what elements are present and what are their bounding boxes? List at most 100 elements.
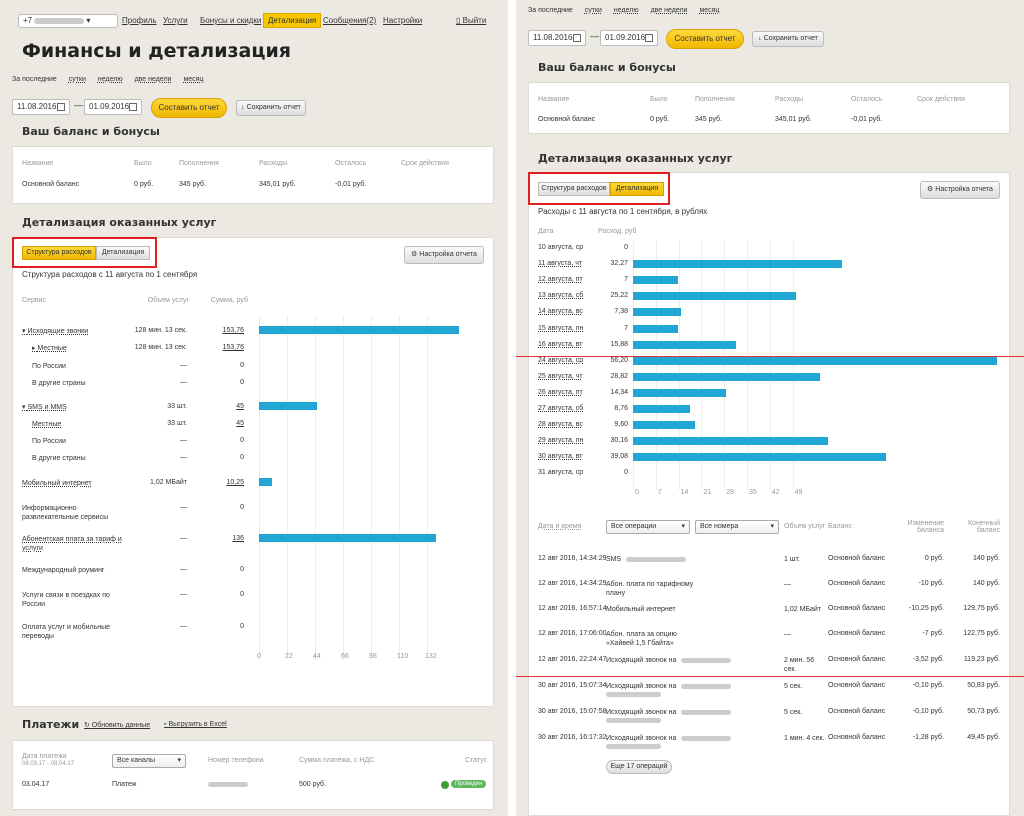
save-report-button[interactable]: ↓ Сохранить отчет: [752, 31, 824, 47]
op-final: 122,75 руб.: [963, 630, 1000, 637]
service-sum[interactable]: 136: [232, 535, 244, 542]
day-label[interactable]: 29 августа, пн: [538, 437, 584, 445]
nav-profile[interactable]: Профиль: [122, 16, 157, 25]
phone-blur: [606, 744, 661, 749]
day-bar: [633, 453, 887, 462]
period-day[interactable]: сутки: [68, 76, 86, 83]
page-title: Финансы и детализация: [22, 40, 291, 62]
tab-details[interactable]: Детализация: [610, 182, 664, 196]
day-label[interactable]: 14 августа, вс: [538, 308, 583, 316]
service-name[interactable]: Мобильный интернет: [22, 479, 132, 488]
expand-icon[interactable]: ▾: [22, 328, 28, 335]
day-label[interactable]: 16 августа, вт: [538, 340, 583, 348]
day-label[interactable]: 13 августа, сб: [538, 292, 584, 300]
more-ops-button[interactable]: Еще 17 операций: [606, 760, 672, 774]
pay-type: Платеж: [112, 781, 137, 788]
channel-select[interactable]: Все каналы: [112, 754, 186, 768]
service-label: Исходящие звонки: [27, 328, 89, 335]
period-week[interactable]: неделю: [97, 76, 123, 83]
period-week[interactable]: неделю: [613, 7, 639, 14]
service-name[interactable]: Местные: [32, 420, 142, 429]
report-settings-button[interactable]: ⚙ Настройка отчета: [920, 181, 1000, 199]
phone-blur: [681, 658, 731, 663]
nav-bonuses[interactable]: Бонусы и скидки: [200, 16, 262, 25]
col-ops-change: Изменение баланса: [907, 520, 944, 534]
op-datetime: 12 авг 2016, 17:06:00: [538, 630, 607, 637]
col-name: Название: [22, 160, 54, 167]
nav-messages[interactable]: Сообщения(2): [323, 16, 377, 25]
period-month[interactable]: месяц: [183, 76, 204, 83]
tab-details[interactable]: Детализация: [96, 246, 150, 260]
col-ops-final: Конечный баланс: [968, 520, 1000, 534]
make-report-button[interactable]: Составить отчет: [666, 29, 744, 49]
day-label[interactable]: 28 августа, вс: [538, 421, 583, 429]
day-value: 8,76: [614, 405, 628, 412]
op-description: Исходящий звонок на: [606, 735, 677, 742]
day-label[interactable]: 26 августа, пт: [538, 388, 583, 396]
export-excel-link[interactable]: ▪ Выгрузить в Excel: [164, 721, 227, 728]
service-name[interactable]: Абонентская плата за тариф и услуги: [22, 535, 132, 553]
expand-icon[interactable]: ▾: [22, 404, 28, 411]
service-sum: 0: [240, 504, 244, 511]
balance-title: Ваш баланс и бонусы: [22, 125, 160, 138]
service-name[interactable]: ▸ Местные: [32, 344, 142, 353]
service-sum[interactable]: 153,76: [222, 344, 244, 351]
axis-tick: 28: [726, 489, 734, 496]
ops-number-select[interactable]: Все номера: [695, 520, 779, 534]
col-topup: Пополнения: [695, 96, 735, 103]
phone-select[interactable]: +7 ▾: [18, 14, 118, 28]
update-data-link[interactable]: ↻ Обновить данные: [84, 722, 151, 729]
nav-details[interactable]: Детализация: [263, 13, 322, 28]
axis-tick: 35: [749, 489, 757, 496]
tab-structure[interactable]: Структура расходов: [538, 182, 610, 196]
payments-card: [12, 740, 494, 810]
gear-icon: ⚙: [411, 251, 420, 258]
day-label[interactable]: 12 августа, пт: [538, 276, 583, 284]
date-from-input[interactable]: 11.08.2016: [12, 99, 70, 115]
op-volume: 1 шт.: [784, 556, 800, 563]
day-label[interactable]: 25 августа, чт: [538, 372, 583, 380]
details-card: [528, 172, 1010, 816]
col-datetime[interactable]: Дата и время: [538, 523, 582, 530]
service-name[interactable]: ▾ SMS и MMS: [22, 403, 132, 412]
service-volume: —: [180, 437, 187, 444]
period-2weeks[interactable]: две недели: [650, 7, 688, 14]
ops-type-select[interactable]: Все операции: [606, 520, 690, 534]
tab-structure[interactable]: Структура расходов: [22, 246, 96, 260]
day-label[interactable]: 24 августа, ср: [538, 356, 584, 364]
structure-title: Структура расходов с 11 августа по 1 сен…: [22, 270, 198, 279]
service-volume: —: [180, 566, 187, 573]
service-sum: 0: [240, 591, 244, 598]
save-report-button[interactable]: ↓ Сохранить отчет: [236, 100, 306, 116]
download-icon: ↓: [758, 35, 764, 42]
make-report-button[interactable]: Составить отчет: [151, 98, 227, 118]
service-sum[interactable]: 45: [236, 420, 244, 427]
day-label[interactable]: 27 августа, сб: [538, 405, 584, 412]
day-label[interactable]: 30 августа, вт: [538, 453, 583, 461]
service-sum[interactable]: 153,76: [222, 327, 244, 334]
expand-icon[interactable]: ▸: [32, 345, 38, 352]
period-2weeks[interactable]: две недели: [134, 76, 172, 83]
grid-line: [769, 240, 771, 490]
date-to-input[interactable]: 01.09.2016: [600, 30, 658, 46]
period-month[interactable]: месяц: [699, 7, 720, 14]
op-volume: 1,02 МБайт: [784, 606, 822, 613]
service-sum[interactable]: 45: [236, 403, 244, 410]
service-name[interactable]: ▾ Исходящие звонки: [22, 327, 132, 336]
divider: [508, 0, 516, 816]
nav-settings[interactable]: Настройки: [383, 16, 423, 25]
report-settings-button[interactable]: ⚙ Настройка отчета: [404, 246, 484, 264]
period-day[interactable]: сутки: [584, 7, 602, 14]
nav-logout[interactable]: ▯ Выйти: [456, 16, 487, 25]
col-name: Название: [538, 96, 570, 103]
day-bar: [633, 260, 842, 269]
service-sum[interactable]: 10,25: [226, 479, 244, 486]
nav-services[interactable]: Услуги: [163, 16, 188, 25]
date-to-input[interactable]: 01.09.2016: [84, 99, 142, 115]
date-from-input[interactable]: 11.08.2016: [528, 30, 586, 46]
grid-line: [701, 240, 703, 490]
day-bar: [633, 276, 679, 285]
day-label[interactable]: 15 августа, пн: [538, 324, 584, 332]
day-label[interactable]: 11 августа, чт: [538, 260, 583, 268]
grid-line: [259, 316, 260, 660]
